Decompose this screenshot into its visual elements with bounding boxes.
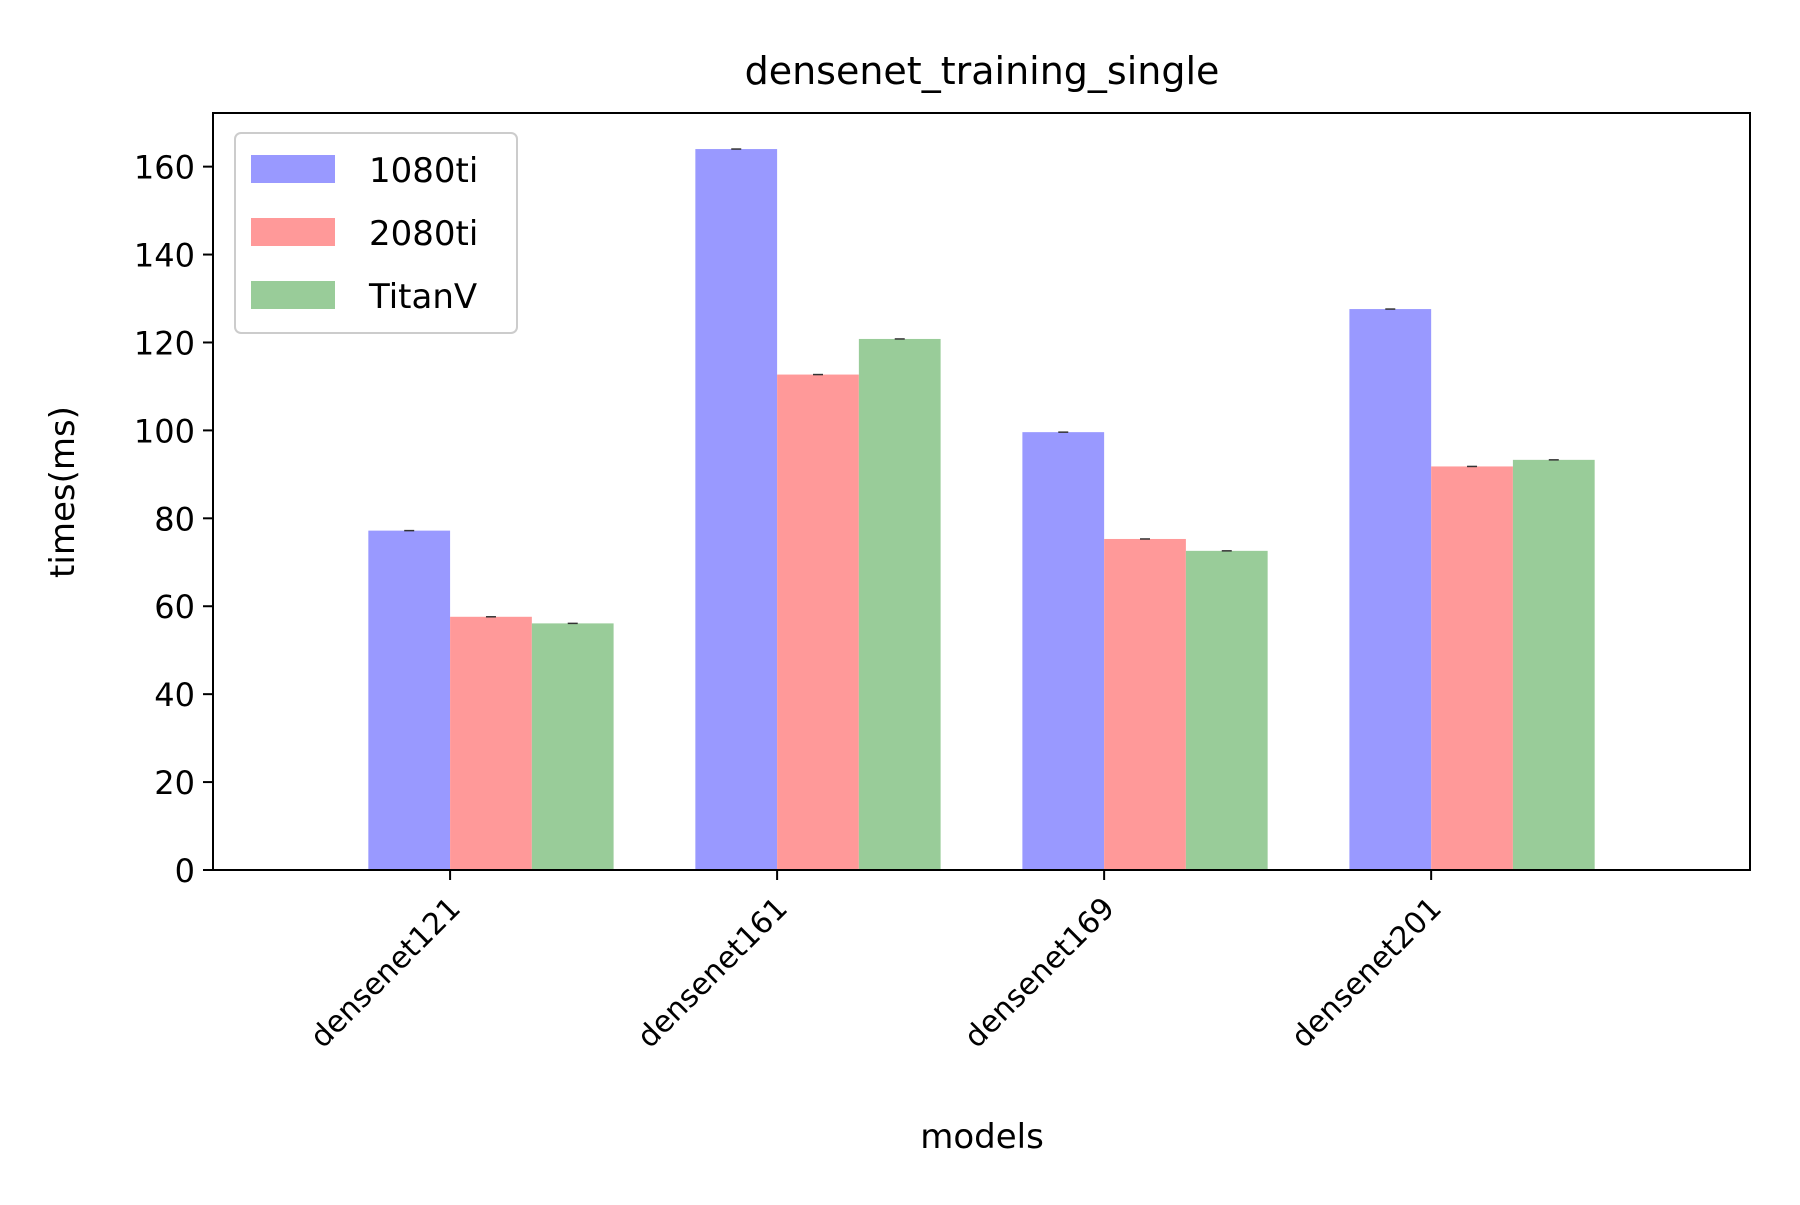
- x-axis: densenet121 densenet161 densenet169 densene…: [304, 870, 1449, 1055]
- y-tick-label: 80: [154, 500, 195, 538]
- y-tick-label: 0: [175, 852, 195, 890]
- y-tick-label: 140: [134, 237, 195, 275]
- legend-swatch-1080ti: [251, 155, 335, 183]
- bar-2080ti-densenet161: [777, 374, 859, 870]
- plot-frame: [212, 112, 1751, 871]
- legend-label-TitanV: TitanV: [368, 277, 477, 317]
- legend-label-1080ti: 1080ti: [369, 151, 478, 191]
- bar-TitanV-densenet121: [531, 623, 614, 870]
- bar-2080ti-densenet169: [1104, 538, 1186, 870]
- bar-1080ti-densenet121: [368, 530, 451, 870]
- y-axis: 0 20 40 60 80 100 120 140 160: [134, 149, 213, 890]
- x-tick-label: densenet169: [958, 891, 1122, 1055]
- bar-1080ti-densenet161: [695, 149, 778, 871]
- x-axis-label: models: [920, 1117, 1044, 1157]
- bar-TitanV-densenet169: [1185, 550, 1268, 870]
- bar-1080ti-densenet169: [1022, 432, 1105, 870]
- y-tick-label: 120: [134, 324, 195, 362]
- y-tick-label: 100: [134, 412, 195, 450]
- bar-1080ti-densenet201: [1349, 309, 1432, 871]
- x-tick-label: densenet121: [304, 891, 468, 1055]
- bar-TitanV-densenet161: [858, 338, 941, 870]
- legend: 1080ti 2080ti TitanV: [234, 132, 518, 334]
- bar-2080ti-densenet201: [1431, 466, 1513, 870]
- bar-2080ti-densenet121: [450, 616, 532, 870]
- legend-swatch-TitanV: [251, 281, 335, 309]
- legend-swatch-2080ti: [251, 218, 335, 246]
- y-axis-label: times(ms): [43, 406, 83, 578]
- y-tick-label: 40: [154, 676, 195, 714]
- y-tick-label: 60: [154, 588, 195, 626]
- y-tick-label: 160: [134, 149, 195, 187]
- legend-label-2080ti: 2080ti: [369, 214, 478, 254]
- y-tick-label: 20: [154, 764, 195, 802]
- error-bars-layer: [404, 148, 1559, 625]
- bars-layer: [368, 149, 1595, 871]
- bar-TitanV-densenet201: [1512, 459, 1595, 870]
- x-tick-label: densenet161: [631, 891, 795, 1055]
- x-tick-label: densenet201: [1285, 891, 1449, 1055]
- chart-title: densenet_training_single: [745, 49, 1220, 93]
